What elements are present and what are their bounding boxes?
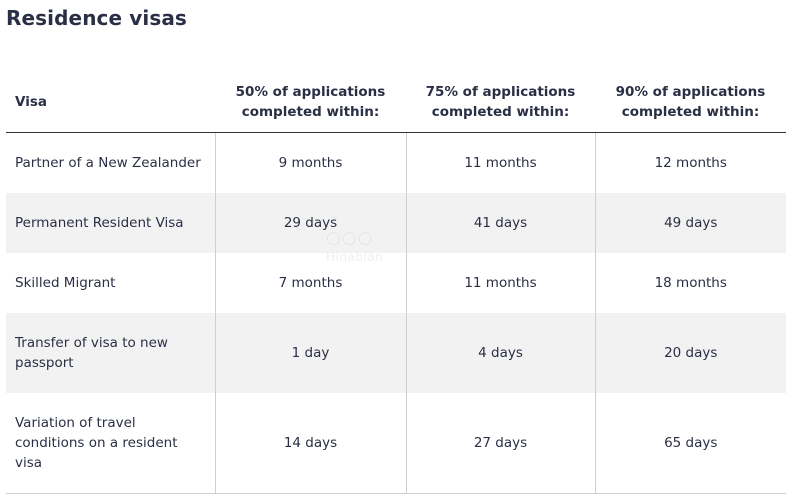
time-50-cell: 7 months <box>214 253 406 313</box>
table-row: Variation of travel conditions on a resi… <box>6 393 786 494</box>
table-row: Partner of a New Zealander 9 months 11 m… <box>6 132 786 193</box>
time-50-cell: 14 days <box>214 393 406 494</box>
table-row: Transfer of visa to new passport 1 day 4… <box>6 313 786 393</box>
column-header-visa: Visa <box>6 72 215 133</box>
page-title: Residence visas <box>6 6 187 30</box>
time-75-cell: 11 months <box>405 253 595 313</box>
visa-name-cell: Permanent Resident Visa <box>6 193 215 253</box>
time-75-cell: 4 days <box>405 313 595 393</box>
column-header-50-percent: 50% of applications completed within: <box>215 72 406 133</box>
time-50-cell: 9 months <box>214 132 406 193</box>
column-header-75-percent: 75% of applications completed within: <box>406 72 595 133</box>
time-75-cell: 11 months <box>405 132 595 193</box>
time-90-cell: 18 months <box>594 253 786 313</box>
visa-name-cell: Partner of a New Zealander <box>15 155 201 171</box>
time-90-cell: 20 days <box>594 313 786 393</box>
table-row: Permanent Resident Visa 29 days 41 days … <box>6 193 786 253</box>
column-header-90-percent: 90% of applications completed within: <box>595 72 786 133</box>
time-75-cell: 27 days <box>405 393 595 494</box>
visa-name-cell: Transfer of visa to new passport <box>6 313 215 393</box>
time-90-cell: 12 months <box>594 132 786 193</box>
time-90-cell: 49 days <box>594 193 786 253</box>
time-50-cell: 29 days <box>214 193 406 253</box>
visa-name-cell: Skilled Migrant <box>15 275 116 291</box>
time-50-cell: 1 day <box>214 313 406 393</box>
time-90-cell: 65 days <box>594 393 786 494</box>
visa-name-cell: Variation of travel conditions on a resi… <box>6 393 215 494</box>
table-header-row: Visa 50% of applications completed withi… <box>6 72 786 133</box>
time-75-cell: 41 days <box>405 193 595 253</box>
table-row: Skilled Migrant 7 months 11 months 18 mo… <box>6 253 786 313</box>
processing-times-table: Visa 50% of applications completed withi… <box>6 72 786 494</box>
